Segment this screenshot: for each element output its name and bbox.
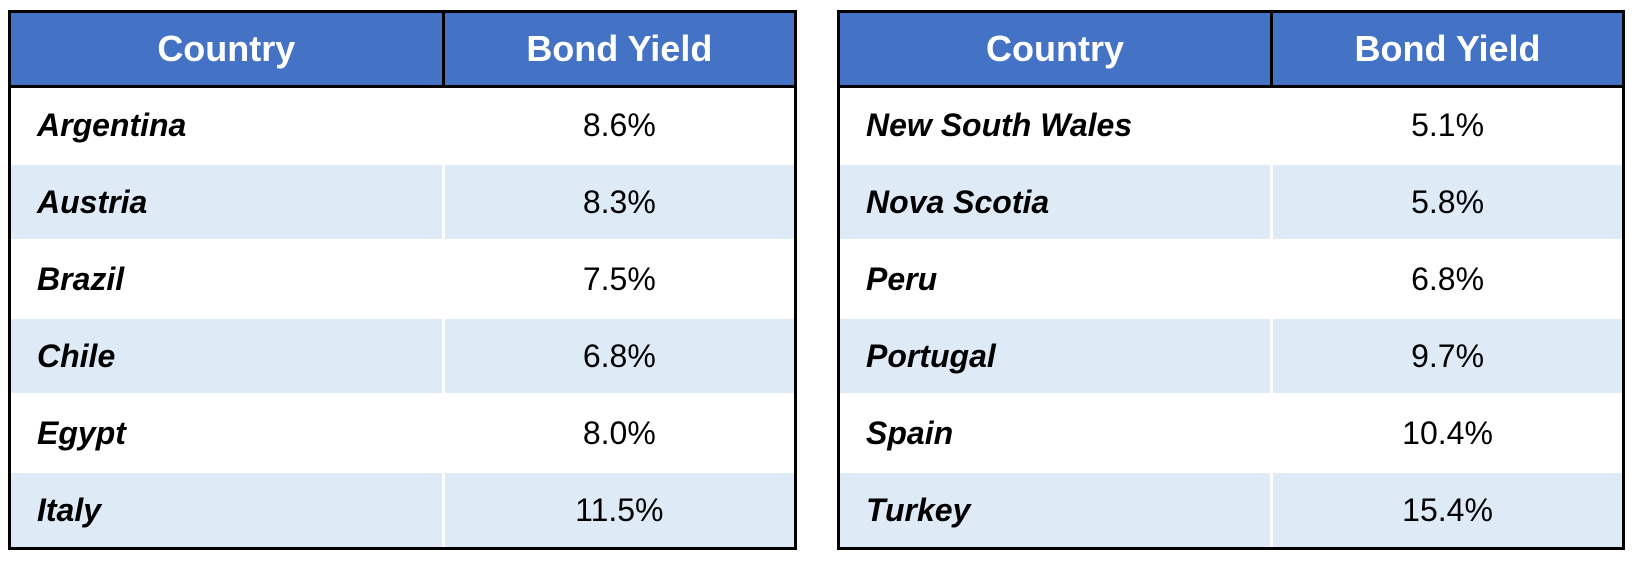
table-row: Portugal 9.7% (840, 316, 1622, 393)
yield-cell: 8.3% (441, 162, 794, 239)
header-row: Country Bond Yield (11, 13, 794, 88)
yield-cell: 5.8% (1270, 162, 1622, 239)
country-cell: New South Wales (866, 106, 1133, 143)
yield-cell: 8.0% (441, 393, 794, 470)
country-cell: Chile (11, 316, 442, 393)
table-row: Brazil 7.5% (11, 239, 794, 316)
country-cell: Spain (840, 393, 1271, 470)
bond-yield-table-right-grid: Country Bond Yield New South Wales 5.1% … (840, 13, 1622, 547)
bond-yield-table-left-grid: Country Bond Yield Argentina 8.6% Austri… (11, 13, 794, 547)
table-row: Peru 6.8% (840, 239, 1622, 316)
yield-cell: 7.5% (441, 239, 794, 316)
yield-cell: 10.4% (1270, 393, 1622, 470)
country-cell: Egypt (11, 393, 442, 470)
country-cell: Austria (11, 162, 442, 239)
column-header-country: Country (11, 13, 442, 88)
yield-cell: 6.8% (1270, 239, 1622, 316)
column-header-bond-yield: Bond Yield (441, 13, 794, 88)
table-row: Egypt 8.0% (11, 393, 794, 470)
table-row: Spain 10.4% (840, 393, 1622, 470)
country-cell: Portugal (840, 316, 1271, 393)
country-cell: Italy (11, 470, 442, 547)
table-row: Italy 11.5% (11, 470, 794, 547)
table-row: Nova Scotia 5.8% (840, 162, 1622, 239)
table-row: Argentina 8.6% (11, 88, 794, 162)
table-row: Chile 6.8% (11, 316, 794, 393)
bond-yield-table-left: Country Bond Yield Argentina 8.6% Austri… (8, 10, 797, 550)
yield-cell: 8.6% (441, 88, 794, 162)
yield-cell: 5.1% (1270, 88, 1622, 162)
table-row: Austria 8.3% (11, 162, 794, 239)
country-cell: Argentina (37, 106, 187, 143)
country-cell: Peru (840, 239, 1271, 316)
yield-cell: 6.8% (441, 316, 794, 393)
bond-yield-table-right: Country Bond Yield New South Wales 5.1% … (837, 10, 1625, 550)
column-header-country: Country (840, 13, 1271, 88)
table-row: Turkey 15.4% (840, 470, 1622, 547)
yield-cell: 11.5% (441, 470, 794, 547)
yield-cell: 15.4% (1270, 470, 1622, 547)
country-cell: Brazil (11, 239, 442, 316)
yield-cell: 9.7% (1270, 316, 1622, 393)
country-cell: Nova Scotia (840, 162, 1271, 239)
table-row: New South Wales 5.1% (840, 88, 1622, 162)
column-header-bond-yield: Bond Yield (1270, 13, 1622, 88)
country-cell: Turkey (840, 470, 1271, 547)
header-row: Country Bond Yield (840, 13, 1622, 88)
